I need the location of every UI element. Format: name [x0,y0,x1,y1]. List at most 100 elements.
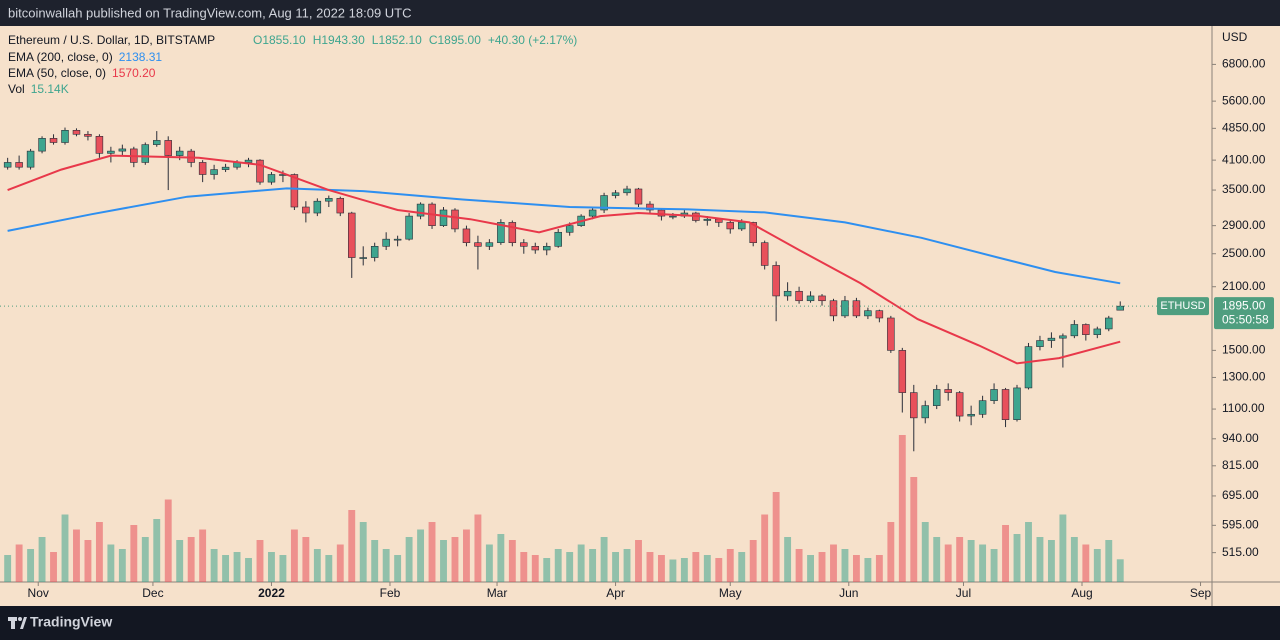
x-tick-label: Nov [28,586,49,600]
plot-area [3,127,1124,582]
volume-bar [566,552,574,582]
candle-body [336,198,345,214]
volume-bar [944,544,952,582]
volume-bar [27,549,35,582]
y-tick-label: 4850.00 [1222,121,1266,135]
candle-body [290,174,299,208]
x-tick-label: Jun [839,586,858,600]
volume-bar [646,552,654,582]
volume-bar [417,529,425,582]
candle-body [474,242,482,247]
volume-bar [4,555,12,582]
candle-body [841,300,849,317]
candle-body [818,295,826,302]
volume-bar [887,522,895,582]
candle-body [1105,317,1113,330]
candle-body [669,215,677,218]
volume-bar [1047,540,1055,582]
candle-body [737,222,746,230]
candle-body [864,310,872,317]
candle-body [95,136,104,154]
volume-bar [715,558,723,582]
volume-bar [956,537,964,582]
candle-body [967,413,975,417]
candle-body [726,222,734,230]
volume-bar [313,549,321,582]
volume-bar [394,555,402,582]
volume-bar [141,537,149,582]
volume-bar [325,555,333,582]
volume-bar [577,544,585,582]
volume-bar [1105,540,1113,582]
change-label: +40.30 (+2.17%) [488,33,577,47]
candle-body [760,242,769,266]
volume-bar [520,552,528,582]
chart-background [0,26,1280,606]
candle-body [508,222,517,243]
volume-bar [73,529,80,582]
candle-body [1001,389,1010,420]
x-tick-label: Apr [606,586,625,600]
volume-bar [245,558,252,582]
published-note: bitcoinwallah published on TradingView.c… [8,5,412,20]
volume-bar [1116,559,1124,582]
candle-body [1036,340,1044,347]
volume-bar [61,514,69,582]
volume-bar [623,549,631,582]
volume-bar [290,529,298,582]
candle-body [244,159,253,163]
volume-bar [1082,544,1090,582]
candle-body [646,203,654,211]
candle-body [38,138,46,152]
y-tick-label: 515.00 [1222,545,1259,559]
candle-body [462,228,471,243]
volume-bar [153,519,161,582]
candle-body [118,148,127,152]
volume-bar [15,544,23,582]
candle-body [829,300,838,317]
volume-bar [50,552,57,582]
volume-bar [176,540,184,582]
volume-bar [84,540,92,582]
volume-bar [669,559,677,582]
volume-bar [600,537,608,582]
y-tick-label: 5600.00 [1222,93,1266,107]
y-tick-label: 2900.00 [1222,218,1266,232]
volume-bar [554,549,562,582]
volume-bar [1070,537,1078,582]
candle-body [61,130,69,143]
candle-body [325,198,333,202]
brand-name: TradingView [30,614,112,630]
x-tick-label: May [719,586,742,600]
y-tick-label: 940.00 [1222,431,1259,445]
volume-bar [38,537,46,582]
volume-bar [933,537,941,582]
volume-bar [784,537,792,582]
volume-bar [371,540,379,582]
x-tick-label: 2022 [258,586,285,600]
price-tag-label: 1895.00 [1222,298,1266,312]
y-tick-label: 1100.00 [1222,401,1265,415]
candle-body [588,209,597,217]
ema-line [7,154,1121,365]
candle-body [485,242,494,247]
candle-body [990,389,998,401]
volume-bar [1059,514,1067,582]
candle-body [852,300,861,317]
volume-bar [635,540,642,582]
candle-body [451,209,459,230]
volume-bar [979,544,987,582]
y-tick-label: 695.00 [1222,488,1259,502]
candle-body [921,405,929,419]
candle-body [198,162,207,175]
candle-body [600,195,608,211]
ohlc-label: C1895.00 [429,33,481,47]
y-tick-label: 3500.00 [1222,182,1266,196]
y-tick-label: 6800.00 [1222,57,1266,71]
ohlc-label: L1852.10 [372,33,422,47]
bottom-bar [0,606,1280,640]
candle-body [703,218,712,221]
candle-body [531,246,540,251]
volume-bar [761,514,769,582]
